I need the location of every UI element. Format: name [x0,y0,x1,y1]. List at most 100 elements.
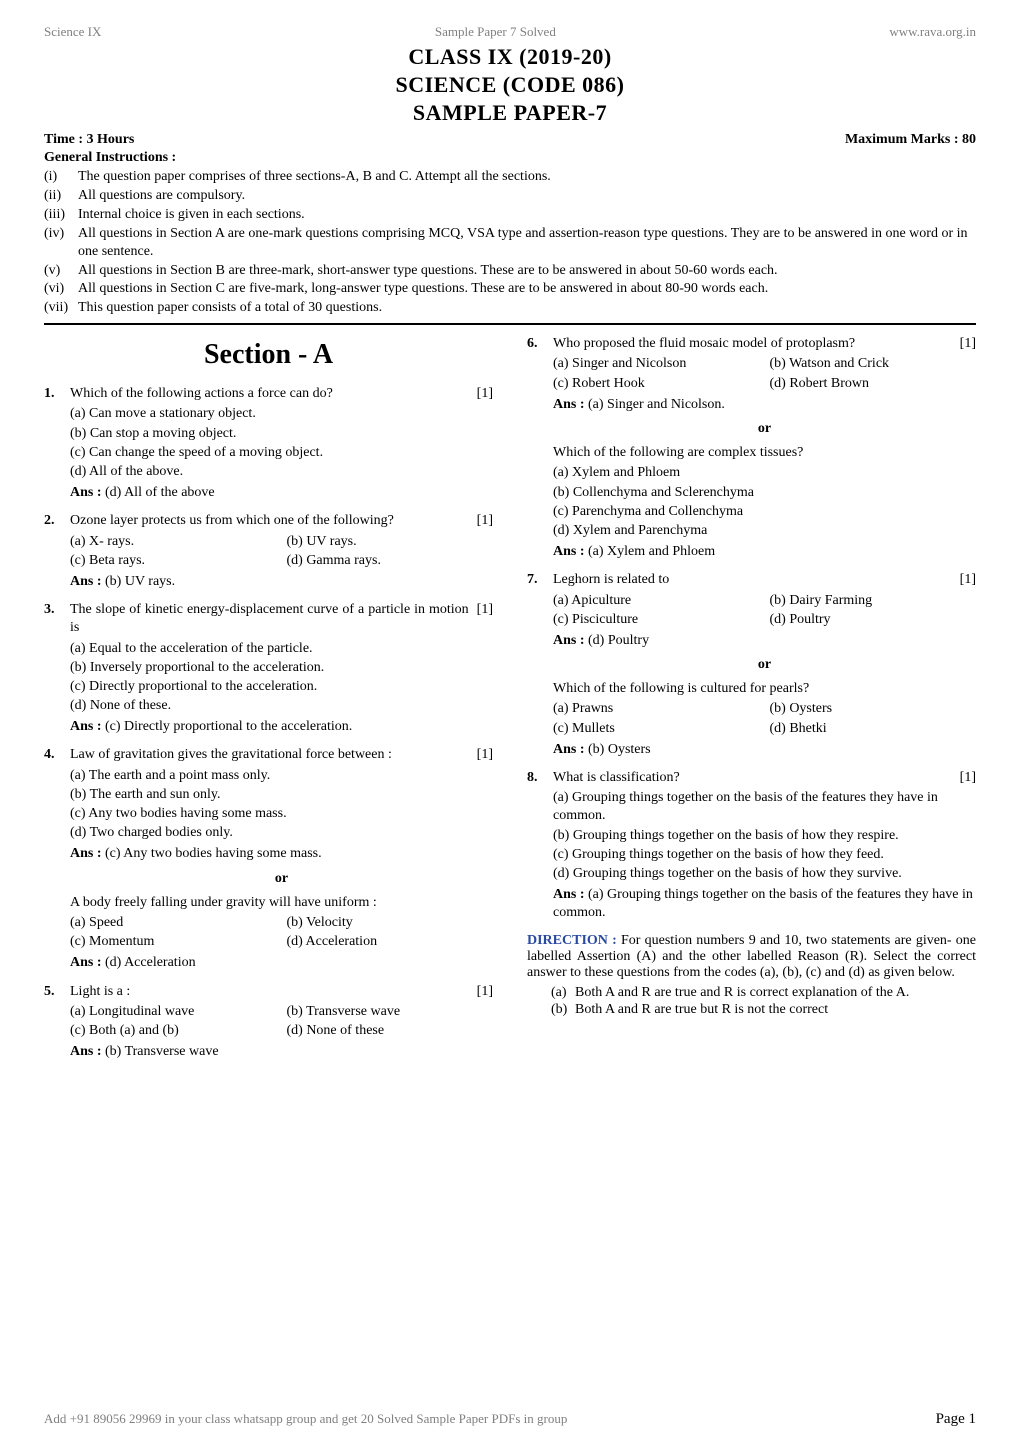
question: 8.What is classification? [1] (a) Grouping… [527,769,976,923]
question-body: Light is a :[1](a) Longitudinal wave(b) … [70,983,493,1062]
option: (b) Can stop a moving object. [70,425,493,443]
option: (b) The earth and sun only. [70,786,493,804]
question-body: What is classification? [1] (a) Grouping t… [553,769,976,923]
option: (c) Pisciculture [553,611,760,629]
or-label: or [70,870,493,888]
direction-option: (b)Both A and R are true but R is not th… [551,1002,976,1018]
option: (a) Longitudinal wave [70,1003,277,1021]
gi-item-marker: (v) [44,262,78,280]
options: (a) Prawns(b) Oysters(c) Mullets(d) Bhet… [553,700,976,737]
question-stem: Leghorn is related to [553,571,952,589]
option: (c) Robert Hook [553,375,760,393]
question-number: 4. [44,746,70,972]
option: (d) Grouping things together on the basi… [553,865,976,883]
alt-question-stem: A body freely falling under gravity will… [70,894,493,912]
general-instructions-heading: General Instructions : [44,150,976,166]
question-number: 2. [44,512,70,591]
answer-label: Ans : [553,544,588,559]
title-line-2: SCIENCE (CODE 086) [44,72,976,98]
question-body: Who proposed the fluid mosaic model of p… [553,335,976,561]
answer: Ans : (b) UV rays. [70,573,493,591]
option: (c) Parenchyma and Collenchyma [553,503,976,521]
option: (c) Any two bodies having some mass. [70,805,493,823]
answer-label: Ans : [553,633,588,648]
question-marks: [1] [960,769,976,787]
option: (a) Apiculture [553,592,760,610]
answer-label: Ans : [70,574,105,589]
direction-option-marker: (b) [551,1002,575,1018]
gi-item: (iv)All questions in Section A are one-m… [44,225,976,261]
option: (b) Velocity [287,914,494,932]
option: (a) Grouping things together on the basi… [553,789,976,825]
option: (c) Grouping things together on the basi… [553,846,976,864]
header-right: www.rava.org.in [889,24,976,40]
general-instructions-list: (i)The question paper comprises of three… [44,168,976,317]
option: (a) Singer and Nicolson [553,355,760,373]
direction-option-text: Both A and R are true but R is not the c… [575,1002,828,1018]
answer-label: Ans : [70,846,105,861]
alt-question-stem: Which of the following are complex tissu… [553,444,976,462]
direction-option-marker: (a) [551,985,575,1001]
header-left: Science IX [44,24,101,40]
gi-item-text: All questions in Section B are three-mar… [78,262,778,280]
gi-item-marker: (i) [44,168,78,186]
gi-item-marker: (ii) [44,187,78,205]
option: (c) Momentum [70,933,277,951]
page-footer: Add +91 89056 29969 in your class whatsa… [44,1411,976,1428]
option: (c) Both (a) and (b) [70,1022,277,1040]
question-number: 3. [44,601,70,736]
question: 2.Ozone layer protects us from which one… [44,512,493,591]
option: (d) None of these [287,1022,494,1040]
direction-block: DIRECTION : For question numbers 9 and 1… [527,933,976,981]
option: (b) UV rays. [287,533,494,551]
options: (a) Equal to the acceleration of the par… [70,640,493,716]
question-stem: Which of the following actions a force c… [70,385,469,403]
gi-item-text: All questions in Section A are one-mark … [78,225,976,261]
page: Science IX Sample Paper 7 Solved www.rav… [0,0,1020,1442]
question-body: Ozone layer protects us from which one o… [70,512,493,591]
title-line-3: SAMPLE PAPER-7 [44,100,976,126]
answer-text: (b) Transverse wave [105,1044,219,1059]
option: (d) Gamma rays. [287,552,494,570]
marks-label: Maximum Marks : 80 [845,132,976,148]
question-number: 5. [44,983,70,1062]
direction-option: (a)Both A and R are true and R is correc… [551,985,976,1001]
question-stem: Ozone layer protects us from which one o… [70,512,469,530]
answer-label: Ans : [70,719,105,734]
time-label: Time : 3 Hours [44,132,134,148]
answer-text: (a) Grouping things together on the basi… [553,887,973,920]
question-marks: [1] [477,983,493,1001]
options: (a) Singer and Nicolson(b) Watson and Cr… [553,355,976,392]
question-body: Law of gravitation gives the gravitation… [70,746,493,972]
question-marks: [1] [477,601,493,619]
answer: Ans : (d) Acceleration [70,954,493,972]
options: (a) Xylem and Phloem (b) Collenchyma and … [553,464,976,540]
gi-item-text: All questions in Section C are five-mark… [78,280,768,298]
answer-label: Ans : [553,887,588,902]
option: (a) Xylem and Phloem [553,464,976,482]
or-label: or [553,656,976,674]
answer-text: (d) Poultry [588,633,649,648]
answer-text: (d) All of the above [105,485,215,500]
option: (b) Collenchyma and Sclerenchyma [553,484,976,502]
question-stem: The slope of kinetic energy-displacement… [70,601,469,637]
gi-item: (vi)All questions in Section C are five-… [44,280,976,298]
answer-label: Ans : [70,1044,105,1059]
left-column: Section - A 1.Which of the following act… [44,335,493,1071]
gi-item: (v)All questions in Section B are three-… [44,262,976,280]
answer: Ans : (a) Xylem and Phloem [553,543,976,561]
gi-item: (ii)All questions are compulsory. [44,187,976,205]
gi-item-text: All questions are compulsory. [78,187,245,205]
footer-note: Add +91 89056 29969 in your class whatsa… [44,1411,567,1427]
answer: Ans : (a) Singer and Nicolson. [553,396,976,414]
answer-text: (a) Singer and Nicolson. [588,397,725,412]
options: (a) Longitudinal wave(b) Transverse wave… [70,1003,493,1040]
direction-options: (a)Both A and R are true and R is correc… [551,985,976,1018]
option: (a) Equal to the acceleration of the par… [70,640,493,658]
answer: Ans : (c) Any two bodies having some mas… [70,845,493,863]
section-divider [44,323,976,325]
question-stem: What is classification? [553,769,952,787]
title-line-1: CLASS IX (2019-20) [44,44,976,70]
question-number: 8. [527,769,553,923]
gi-item: (i)The question paper comprises of three… [44,168,976,186]
